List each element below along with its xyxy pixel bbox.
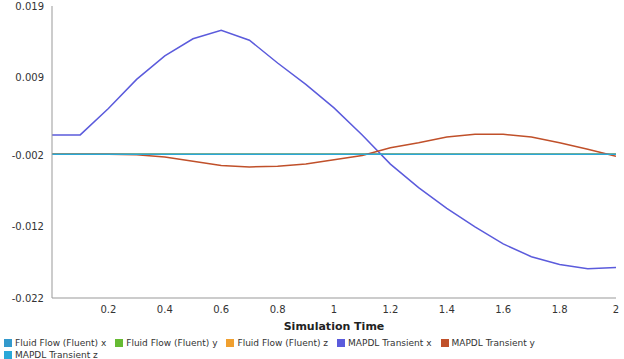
html-text:Fluid Flow (Fluent) z: Fluid Flow (Fluent) z [237, 338, 329, 348]
html-text:MAPDL Transient y: MAPDL Transient y [451, 338, 535, 348]
html-text:Fluid Flow (Fluent) x: Fluid Flow (Fluent) x [15, 338, 107, 348]
svg-text:-0.022: -0.022 [12, 293, 44, 304]
svg-text:0.8: 0.8 [270, 304, 286, 315]
svg-text:1.4: 1.4 [439, 304, 455, 315]
html-text:MAPDL Transient x: MAPDL Transient x [348, 338, 432, 348]
svg-text:1.8: 1.8 [552, 304, 568, 315]
svg-text:Simulation Time: Simulation Time [284, 320, 385, 332]
svg-text:0.019: 0.019 [15, 1, 44, 12]
svg-text:0.2: 0.2 [100, 304, 116, 315]
svg-text:1.2: 1.2 [382, 304, 398, 315]
svg-text:1.6: 1.6 [495, 304, 511, 315]
svg-text:0.009: 0.009 [15, 72, 44, 83]
svg-text:-0.002: -0.002 [12, 150, 44, 161]
svg-text:2: 2 [613, 304, 616, 315]
html-text:MAPDL Transient z: MAPDL Transient z [15, 350, 98, 359]
svg-text:0.4: 0.4 [157, 304, 173, 315]
svg-text:-0.012: -0.012 [12, 221, 44, 232]
html-text:Fluid Flow (Fluent) y: Fluid Flow (Fluent) y [126, 338, 218, 348]
svg-text:0.6: 0.6 [213, 304, 229, 315]
svg-text:1: 1 [331, 304, 337, 315]
